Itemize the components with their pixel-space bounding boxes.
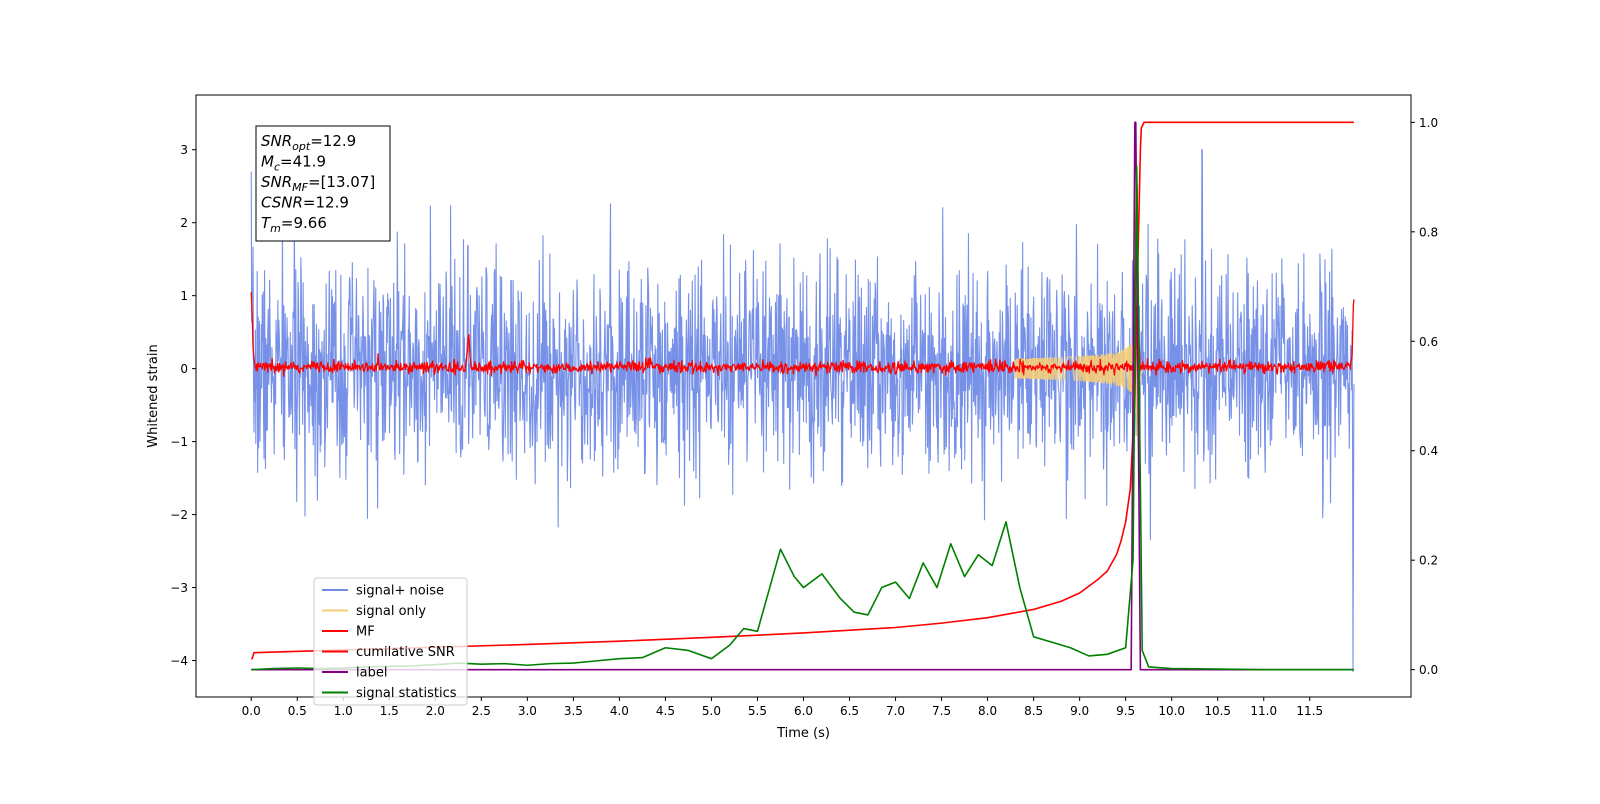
x-tick-label: 9.5 xyxy=(1116,704,1135,718)
annotation-value: =41.9 xyxy=(280,153,326,171)
series-mf xyxy=(250,176,1355,377)
x-tick-label: 2.5 xyxy=(472,704,491,718)
y2-tick-label: 1.0 xyxy=(1419,116,1438,130)
y-tick-label: 1 xyxy=(180,289,188,303)
x-tick-label: 8.5 xyxy=(1024,704,1043,718)
y-axis-left: −4 −3 −2 −1 0 1 2 3 xyxy=(170,143,196,668)
annotation-symbol: SNR xyxy=(261,132,292,150)
annotation-box: SNRopt=12.9Mc=41.9SNRMF=[13.07]CSNR=12.9… xyxy=(255,125,391,242)
x-tick-label: 5.5 xyxy=(748,704,767,718)
legend-label: signal+ noise xyxy=(356,584,444,599)
annotation-line: SNRMF=[13.07] xyxy=(261,173,375,194)
y-tick-label: 2 xyxy=(180,216,188,230)
x-tick-label: 8.0 xyxy=(978,704,997,718)
legend: signal+ noise signal only MF cumilative SNR… xyxy=(313,577,468,706)
y2-tick-label: 0.8 xyxy=(1419,225,1438,239)
y-axis-right: 0.0 0.2 0.4 0.6 0.8 1.0 xyxy=(1411,116,1438,677)
y-axis-label: Whitened strain xyxy=(146,344,161,447)
annotation-symbol: T xyxy=(261,214,272,232)
x-tick-label: 11.5 xyxy=(1296,704,1323,718)
x-tick-label: 9.0 xyxy=(1070,704,1089,718)
annotation-subscript: m xyxy=(270,222,281,235)
legend-label: label xyxy=(356,666,387,681)
annotation-subscript: c xyxy=(274,161,280,174)
x-tick-label: 7.5 xyxy=(932,704,951,718)
y2-tick-label: 0.4 xyxy=(1419,444,1438,458)
annotation-line: Mc=41.9 xyxy=(261,153,326,174)
x-tick-label: 10.0 xyxy=(1158,704,1185,718)
legend-frame xyxy=(313,577,468,706)
x-tick-label: 11.0 xyxy=(1250,704,1277,718)
y-tick-label: −2 xyxy=(170,508,188,522)
x-tick-label: 0.5 xyxy=(288,704,307,718)
x-tick-label: 3.0 xyxy=(518,704,537,718)
y2-tick-label: 0.2 xyxy=(1419,554,1438,568)
legend-label: signal statistics xyxy=(356,686,457,701)
legend-label: MF xyxy=(356,625,375,640)
x-axis-label: Time (s) xyxy=(776,726,830,741)
annotation-subscript: opt xyxy=(292,140,311,153)
series-signal-noise xyxy=(250,149,1355,673)
x-tick-label: 4.5 xyxy=(656,704,675,718)
annotation-line: Tm=9.66 xyxy=(261,214,327,235)
legend-label: signal only xyxy=(356,604,426,619)
x-tick-label: 2.0 xyxy=(426,704,445,718)
legend-label: cumilative SNR xyxy=(356,645,455,660)
series-signal-only xyxy=(1014,333,1147,436)
y-tick-label: −3 xyxy=(170,581,188,595)
x-tick-label: 5.0 xyxy=(702,704,721,718)
annotation-symbol: M xyxy=(261,153,274,171)
annotation-value: =[13.07] xyxy=(308,173,375,191)
annotation-subscript: MF xyxy=(292,181,308,194)
series-label xyxy=(251,121,1354,671)
annotation-value: =12.9 xyxy=(310,132,356,150)
x-tick-label: 6.0 xyxy=(794,704,813,718)
annotation-value: =12.9 xyxy=(303,194,349,212)
annotation-line: CSNR=12.9 xyxy=(261,194,349,212)
y-tick-label: −1 xyxy=(170,435,188,449)
annotation-symbol: CSNR xyxy=(261,194,303,212)
annotation-value: =9.66 xyxy=(281,214,327,232)
x-tick-label: 1.0 xyxy=(334,704,353,718)
y2-tick-label: 0.0 xyxy=(1419,663,1438,677)
annotation-line: SNRopt=12.9 xyxy=(261,132,356,153)
x-tick-label: 10.5 xyxy=(1204,704,1231,718)
annotation-symbol: SNR xyxy=(261,173,292,191)
y-tick-label: 3 xyxy=(180,143,188,157)
x-tick-label: 0.0 xyxy=(242,704,261,718)
x-tick-label: 6.5 xyxy=(840,704,859,718)
x-tick-label: 4.0 xyxy=(610,704,629,718)
annotation-frame xyxy=(255,125,391,242)
y-tick-label: −4 xyxy=(170,654,188,668)
y2-tick-label: 0.6 xyxy=(1419,335,1438,349)
y-tick-label: 0 xyxy=(180,362,188,376)
x-tick-label: 7.0 xyxy=(886,704,905,718)
x-axis: 0.0 0.5 1.0 1.5 2.0 2.5 3.0 3.5 4.0 4.5 5.0 5.5 6.0 6… xyxy=(242,697,1323,718)
x-tick-label: 3.5 xyxy=(564,704,583,718)
x-tick-label: 1.5 xyxy=(380,704,399,718)
